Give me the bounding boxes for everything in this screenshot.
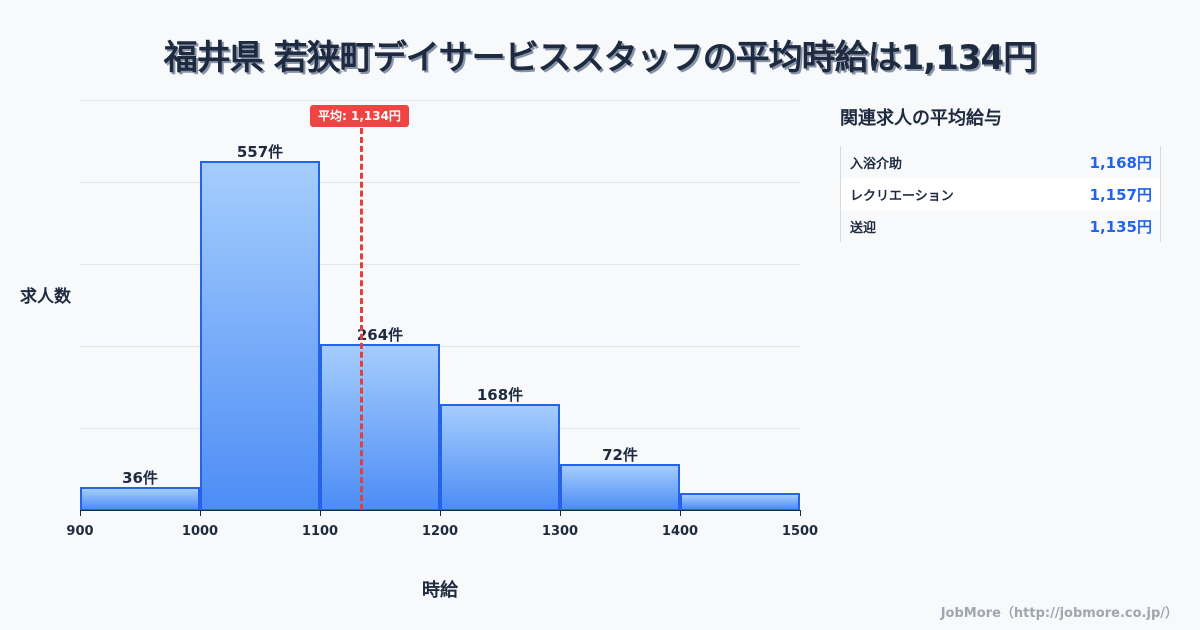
x-tick-label: 1300 xyxy=(541,524,579,539)
average-line xyxy=(360,128,363,510)
x-tick-label: 1400 xyxy=(661,524,699,539)
page-title: 福井県 若狭町デイサービススタッフの平均時給は1,134円 xyxy=(163,38,1037,78)
bar-1100-1200 xyxy=(320,344,440,511)
bar-value-label: 72件 xyxy=(602,446,638,464)
histogram-chart: 36件 557件 264件 168件 72件 900 1000 1100 120… xyxy=(20,100,818,601)
bar-1400-1500 xyxy=(680,493,800,511)
x-tick xyxy=(200,510,201,516)
bar-value-label: 36件 xyxy=(122,469,158,487)
job-salary: 1,168円 xyxy=(1089,153,1152,172)
job-salary: 1,157円 xyxy=(1089,185,1152,204)
related-salary-row: 入浴介助 1,168円 xyxy=(841,146,1160,178)
related-salary-row: 送迎 1,135円 xyxy=(841,210,1160,242)
x-tick-label: 1200 xyxy=(421,524,459,539)
x-tick xyxy=(800,510,801,516)
x-tick xyxy=(560,510,561,516)
x-tick-label: 900 xyxy=(66,524,94,539)
related-salary-title: 関連求人の平均給与 xyxy=(840,108,1002,129)
y-axis-label: 求人数 xyxy=(20,287,71,307)
related-salary-table: 入浴介助 1,168円 レクリエーション 1,157円 送迎 1,135円 xyxy=(840,146,1161,242)
x-axis-label: 時給 xyxy=(422,580,458,601)
bar-1000-1100 xyxy=(200,161,320,511)
related-salary-row: レクリエーション 1,157円 xyxy=(841,178,1160,210)
gridline xyxy=(80,182,800,183)
source-credit: JobMore（http://jobmore.co.jp/） xyxy=(940,606,1178,621)
bar-value-label: 264件 xyxy=(356,326,404,344)
x-tick xyxy=(680,510,681,516)
x-tick xyxy=(320,510,321,516)
gridline xyxy=(80,346,800,347)
job-name: 入浴介助 xyxy=(850,156,903,172)
bar-value-label: 168件 xyxy=(476,386,524,404)
gridline xyxy=(80,264,800,265)
average-badge: 平均: 1,134円 xyxy=(310,105,409,127)
job-name: 送迎 xyxy=(850,220,877,236)
x-tick-label: 1000 xyxy=(181,524,219,539)
bar-value-label: 557件 xyxy=(236,143,284,161)
job-name: レクリエーション xyxy=(850,188,954,204)
gridline xyxy=(80,100,800,101)
x-tick-label: 1100 xyxy=(301,524,339,539)
x-tick xyxy=(440,510,441,516)
job-salary: 1,135円 xyxy=(1089,217,1152,236)
bar-900-1000 xyxy=(80,487,200,511)
x-tick-label: 1500 xyxy=(781,524,819,539)
bar-1300-1400 xyxy=(560,464,680,511)
bar-1200-1300 xyxy=(440,404,560,511)
x-tick xyxy=(80,510,81,516)
